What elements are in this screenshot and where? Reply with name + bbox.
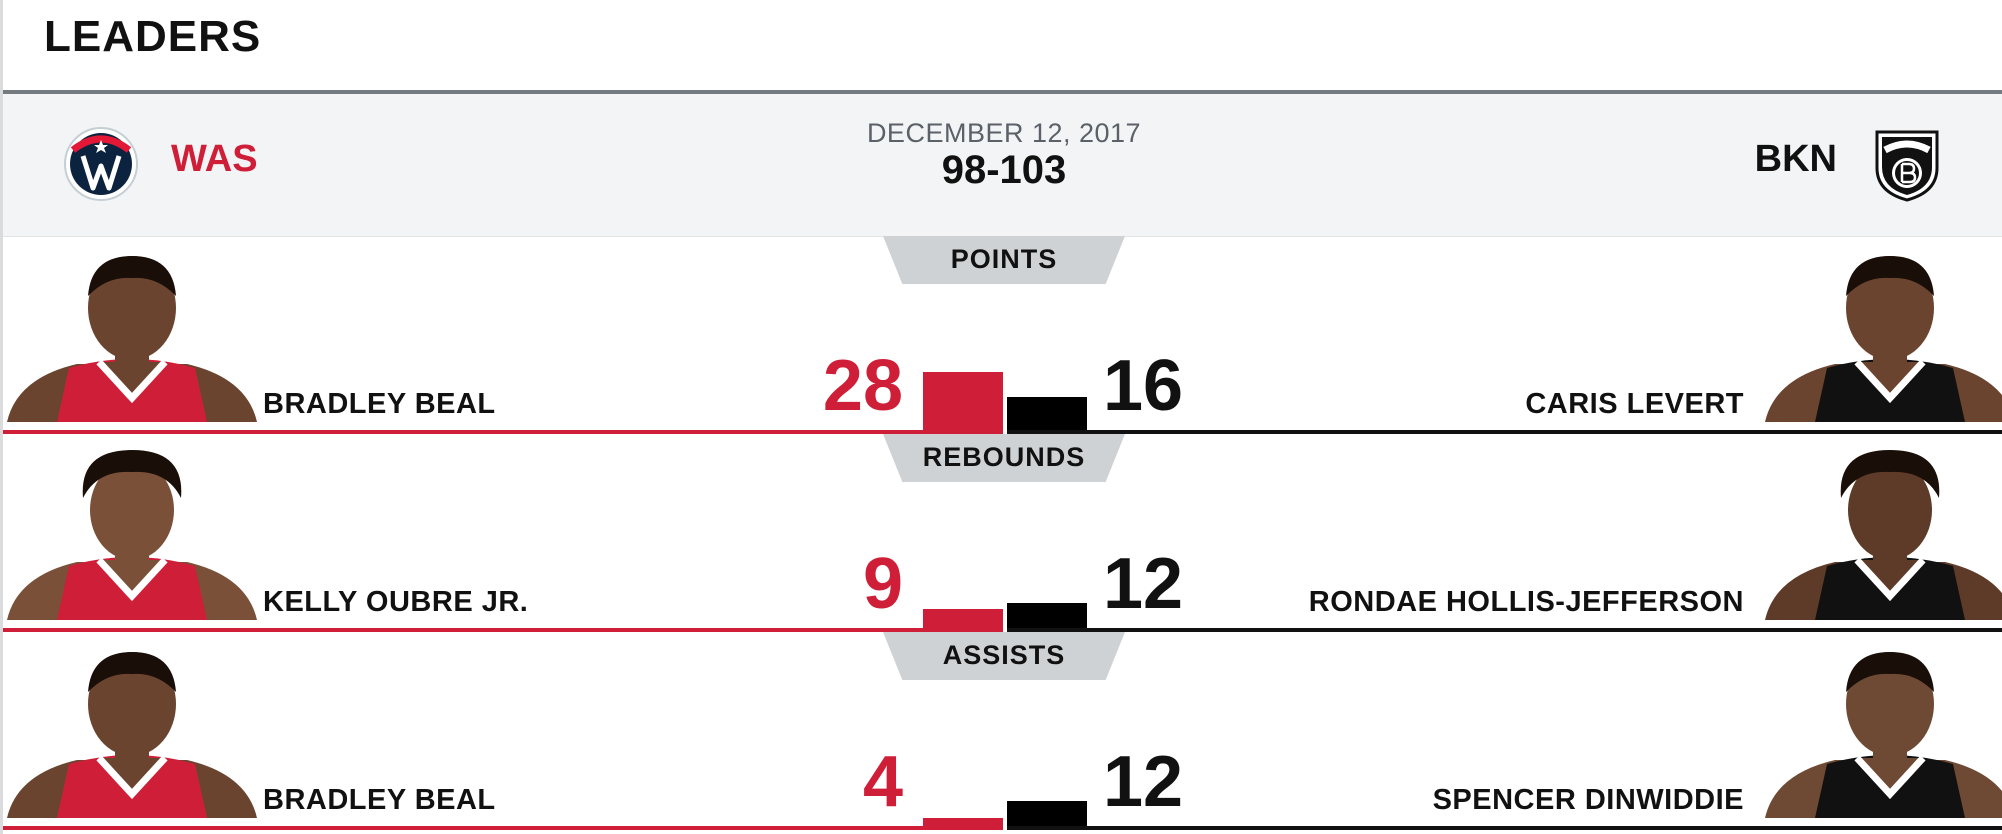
away-stat-value: 28	[822, 346, 903, 426]
game-header[interactable]: WAS DECEMBER 12, 2017 98-103 BKN	[3, 94, 2002, 237]
away-baseline	[3, 826, 1003, 830]
home-baseline	[1007, 826, 2002, 830]
game-score: 98-103	[941, 148, 1067, 192]
away-stat-bar	[923, 609, 1003, 628]
home-team-abbr[interactable]: BKN	[1754, 138, 1837, 180]
player-photo-away[interactable]	[7, 646, 257, 818]
home-stat-bar	[1007, 801, 1087, 826]
home-stat-value: 16	[1103, 346, 1184, 426]
home-stat-bar	[1007, 397, 1087, 430]
section-title: LEADERS	[44, 12, 262, 61]
home-stat-bar	[1007, 603, 1087, 628]
home-player-name[interactable]: SPENCER DINWIDDIE	[1432, 784, 1744, 816]
player-photo-home[interactable]	[1765, 646, 2002, 818]
home-player-name[interactable]: CARIS LEVERT	[1525, 388, 1744, 420]
away-baseline	[3, 628, 1003, 632]
leader-row-assists: BRADLEY BEAL ASSISTS 4 12 SPENCER DINWID…	[3, 632, 2002, 830]
title-divider	[3, 90, 2002, 94]
leader-row-rebounds: KELLY OUBRE JR. REBOUNDS 9 12 RONDAE HOL…	[3, 434, 2002, 632]
player-photo-away[interactable]	[7, 250, 257, 422]
wizards-logo-icon[interactable]	[63, 126, 139, 202]
away-player-name[interactable]: BRADLEY BEAL	[263, 784, 496, 816]
away-stat-value: 9	[862, 544, 903, 624]
leader-row-points: BRADLEY BEAL POINTS 28 16 CARIS LEVERT	[3, 236, 2002, 434]
away-stat-bar	[923, 818, 1003, 826]
away-baseline	[3, 430, 1003, 434]
player-photo-away[interactable]	[7, 448, 257, 620]
category-label: REBOUNDS	[883, 434, 1125, 482]
away-stat-value: 4	[862, 742, 903, 822]
category-label: POINTS	[883, 236, 1125, 284]
nets-logo-icon[interactable]	[1869, 126, 1945, 202]
player-photo-home[interactable]	[1765, 250, 2002, 422]
player-photo-home[interactable]	[1765, 448, 2002, 620]
home-baseline	[1007, 430, 2002, 434]
home-stat-value: 12	[1103, 742, 1184, 822]
home-baseline	[1007, 628, 2002, 632]
away-team-abbr[interactable]: WAS	[171, 138, 258, 180]
game-date: DECEMBER 12, 2017	[866, 118, 1142, 148]
away-player-name[interactable]: BRADLEY BEAL	[263, 388, 496, 420]
away-player-name[interactable]: KELLY OUBRE JR.	[263, 586, 529, 618]
away-stat-bar	[923, 372, 1003, 430]
home-player-name[interactable]: RONDAE HOLLIS-JEFFERSON	[1308, 586, 1744, 618]
category-label: ASSISTS	[883, 632, 1125, 680]
home-stat-value: 12	[1103, 544, 1184, 624]
